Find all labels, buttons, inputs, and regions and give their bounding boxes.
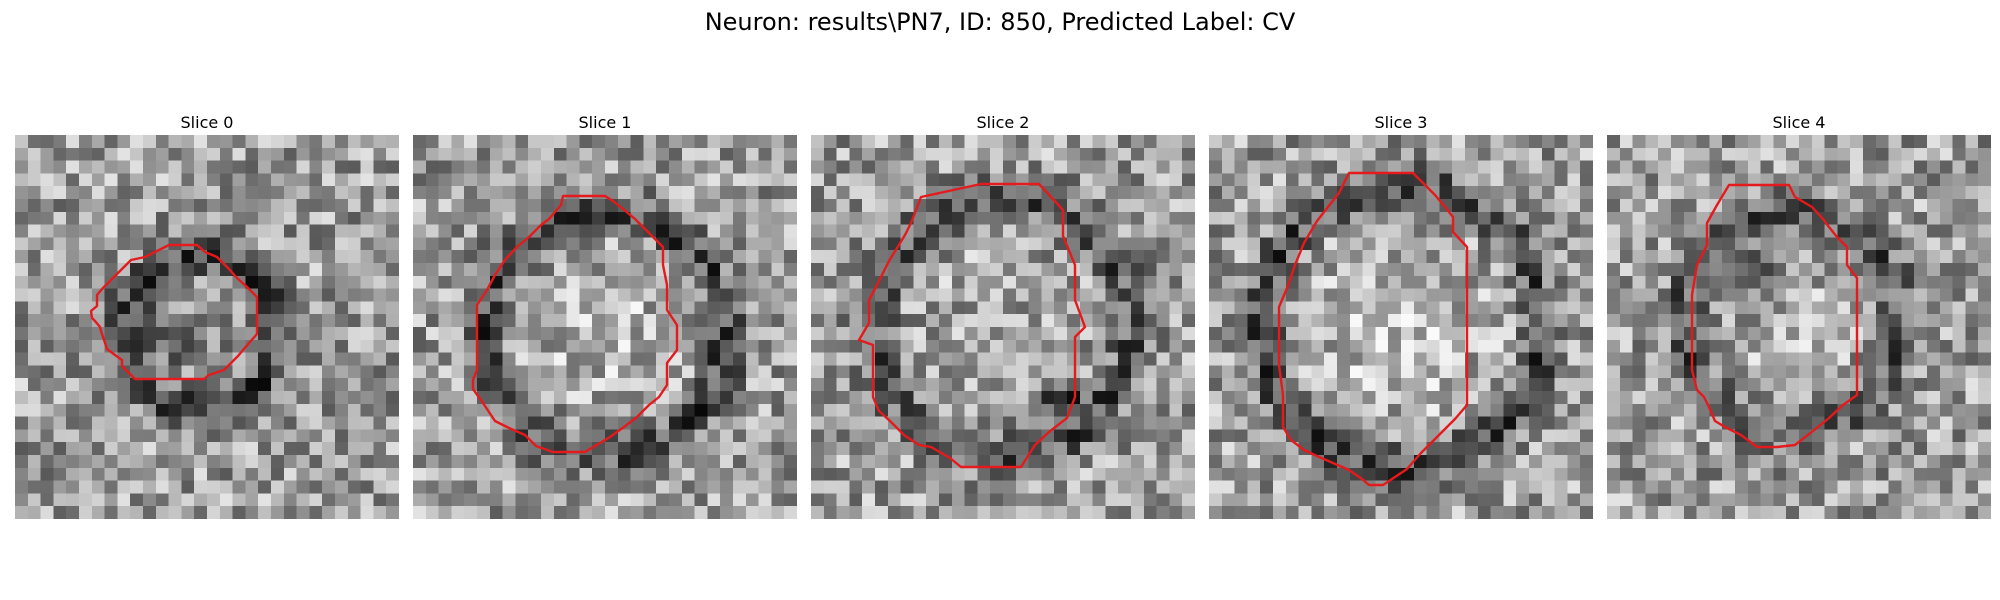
slice-title-0: Slice 0: [180, 113, 234, 132]
slice-title-2: Slice 2: [976, 113, 1030, 132]
slice-image-4: [1607, 135, 1991, 519]
slice-title-1: Slice 1: [578, 113, 632, 132]
slice-image-1: [413, 135, 797, 519]
segmentation-contour-2: [857, 182, 1087, 469]
slice-image-0: [15, 135, 399, 519]
segmentation-contour-3: [1277, 171, 1469, 487]
segmentation-contour-1: [471, 194, 679, 454]
slice-grayscale-image-3: [1209, 135, 1593, 519]
slice-panel-3: Slice 3: [1209, 112, 1593, 519]
figure-title: Neuron: results\PN7, ID: 850, Predicted …: [704, 8, 1296, 36]
segmentation-contour-4: [1690, 183, 1859, 449]
slice-grayscale-image-0: [15, 135, 399, 519]
slice-title-4: Slice 4: [1772, 113, 1826, 132]
slice-panel-4: Slice 4: [1607, 112, 1991, 519]
segmentation-contour-0: [89, 243, 259, 381]
slice-contour-overlay-4: [1690, 183, 1859, 449]
slice-panel-2: Slice 2: [811, 112, 1195, 519]
slice-contour-overlay-3: [1277, 171, 1469, 487]
slice-title-3: Slice 3: [1374, 113, 1428, 132]
slice-panel-0: Slice 0: [15, 112, 399, 519]
slice-contour-overlay-2: [857, 182, 1087, 469]
slice-image-3: [1209, 135, 1593, 519]
slice-image-2: [811, 135, 1195, 519]
slice-contour-overlay-1: [471, 194, 679, 454]
slice-panel-1: Slice 1: [413, 112, 797, 519]
slice-contour-overlay-0: [89, 243, 259, 381]
slice-grayscale-image-2: [811, 135, 1195, 519]
